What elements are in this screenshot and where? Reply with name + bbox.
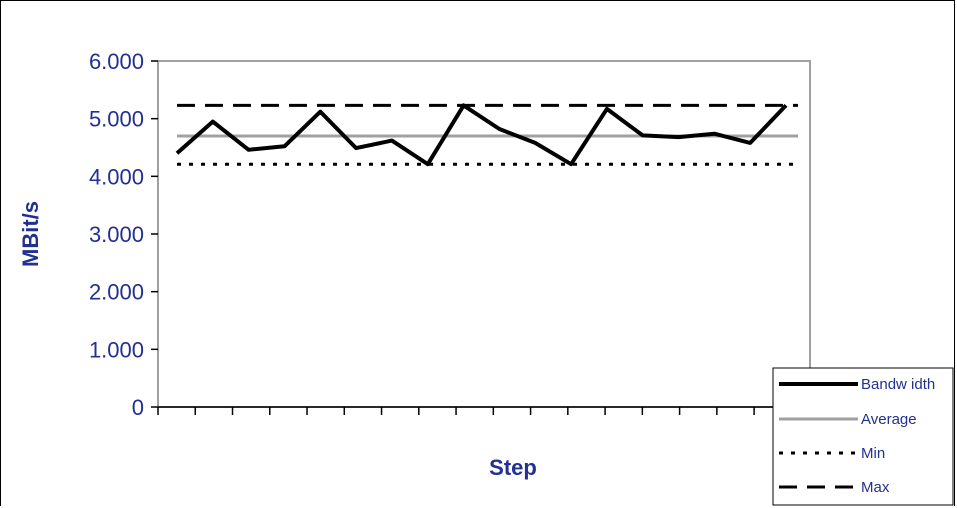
y-axis-title: MBit/s <box>18 201 43 267</box>
legend: Bandw idth Average Min Max <box>772 367 954 506</box>
legend-label: Min <box>861 445 885 462</box>
series-line-bandwidth <box>175 103 788 167</box>
legend-label: Average <box>861 411 917 428</box>
y-tick-label: 1.000 <box>89 337 144 362</box>
y-tick-label: 4.000 <box>89 164 144 189</box>
y-tick-label: 6.000 <box>89 49 144 74</box>
y-tick-label: 3.000 <box>89 222 144 247</box>
y-tick-label: 5.000 <box>89 107 144 132</box>
y-tick-label: 0 <box>132 395 144 420</box>
y-tick-label: 2.000 <box>89 280 144 305</box>
legend-label: Max <box>861 479 890 496</box>
y-axis: 0 1.000 2.000 3.000 4.000 5.000 6.000 <box>89 49 158 420</box>
x-axis-title: Step <box>489 455 537 480</box>
legend-box <box>772 367 954 506</box>
plot-area <box>157 60 811 408</box>
x-axis <box>157 406 810 415</box>
legend-label: Bandw idth <box>861 376 935 393</box>
series-layer <box>175 103 798 167</box>
